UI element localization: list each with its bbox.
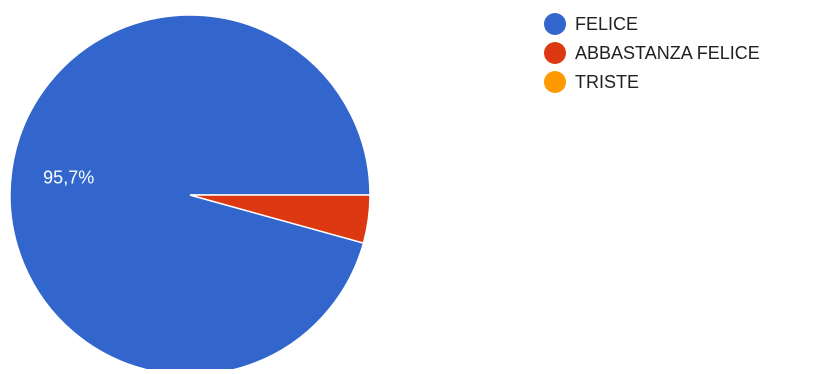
legend-swatch-triste <box>544 71 566 93</box>
legend-label-felice: FELICE <box>575 13 639 34</box>
pie-slice-abbastanza-felice[interactable] <box>189 194 371 244</box>
legend-swatch-abbastanza-felice <box>544 42 566 64</box>
legend-label-triste: TRISTE <box>575 71 640 92</box>
legend-swatch-felice <box>544 13 566 35</box>
pie-slice-felice[interactable] <box>9 14 371 374</box>
pie-slices <box>9 14 371 374</box>
legend-item-abbastanza-felice[interactable]: ABBASTANZA FELICE <box>544 39 760 67</box>
slice-label-felice: 95,7% <box>43 167 94 187</box>
legend-item-triste[interactable]: TRISTE <box>544 68 760 96</box>
legend-item-felice[interactable]: FELICE <box>544 10 760 38</box>
pie-slice-labels: 95,7% <box>43 167 94 187</box>
legend-label-abbastanza-felice: ABBASTANZA FELICE <box>575 42 760 63</box>
chart-legend: FELICE ABBASTANZA FELICE TRISTE <box>544 10 760 97</box>
